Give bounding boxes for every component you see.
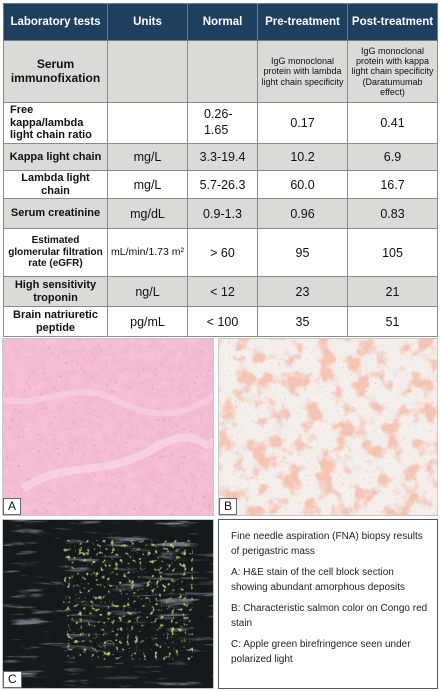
row-units: mg/dL xyxy=(107,198,188,230)
row-test-name: Kappa light chain xyxy=(3,142,108,171)
row-normal: 0.26-1.65 xyxy=(187,102,258,144)
table-header-row: Laboratory tests Units Normal Pre-treatm… xyxy=(3,3,438,41)
polarized-light-image xyxy=(3,520,213,688)
header-units: Units xyxy=(107,3,188,41)
polarized-light-micrograph: C xyxy=(2,519,214,689)
panel-label-b: B xyxy=(219,498,238,515)
row-test-name: Free kappa/lambda light chain ratio xyxy=(3,102,108,144)
congo-red-micrograph: B xyxy=(218,338,438,516)
row-pre-treatment: 95 xyxy=(257,228,348,278)
row-post-treatment: 105 xyxy=(347,228,438,278)
panel-label-a: A xyxy=(3,498,22,515)
table-row: Estimated glomerular filtration rate (eG… xyxy=(3,228,438,278)
table-row: Free kappa/lambda light chain ratio 0.26… xyxy=(3,102,438,144)
caption-item-c: C: Apple green birefringence seen under … xyxy=(231,639,411,665)
caption-title: Fine needle aspiration (FNA) biopsy resu… xyxy=(231,531,423,557)
table-row: High sensitivity troponin ng/L < 12 23 2… xyxy=(3,276,438,308)
he-stain-micrograph: A xyxy=(2,338,214,516)
table-row: Lambda light chain mg/L 5.7-26.3 60.0 16… xyxy=(3,169,438,200)
header-normal: Normal xyxy=(187,3,258,41)
row-post-treatment: 21 xyxy=(347,276,438,308)
row-units xyxy=(107,102,188,144)
he-stain-image xyxy=(3,339,213,515)
row-units: pg/mL xyxy=(107,306,188,338)
row-pre-treatment: 10.2 xyxy=(257,142,348,171)
row-post-treatment: 6.9 xyxy=(347,142,438,171)
row-units: mg/L xyxy=(107,169,188,200)
row-post-treatment: 16.7 xyxy=(347,169,438,200)
row-pre-treatment: 0.17 xyxy=(257,102,348,144)
table-row: Serum immunofixation IgG monoclonal prot… xyxy=(3,40,438,103)
row-test-name: Brain natriuretic peptide xyxy=(3,306,108,338)
row-post-treatment: IgG monoclonal protein with kappa light … xyxy=(347,40,438,103)
row-normal: < 100 xyxy=(187,306,258,338)
header-lab-tests: Laboratory tests xyxy=(3,3,108,41)
row-post-treatment: 51 xyxy=(347,306,438,338)
panel-label-c: C xyxy=(3,671,22,688)
lab-results-table: Laboratory tests Units Normal Pre-treatm… xyxy=(3,3,438,338)
row-normal: 5.7-26.3 xyxy=(187,169,258,200)
figure-caption: Fine needle aspiration (FNA) biopsy resu… xyxy=(218,519,438,689)
row-test-name: Serum immunofixation xyxy=(3,40,108,103)
row-post-treatment: 0.83 xyxy=(347,198,438,230)
congo-red-image xyxy=(219,339,437,515)
row-normal: 0.9-1.3 xyxy=(187,198,258,230)
table-row: Serum creatinine mg/dL 0.9-1.3 0.96 0.83 xyxy=(3,198,438,230)
row-normal: 3.3-19.4 xyxy=(187,142,258,171)
caption-item-a: A: H&E stain of the cell block section s… xyxy=(231,567,406,593)
row-units: mg/L xyxy=(107,142,188,171)
caption-item-b: B: Characteristic salmon color on Congo … xyxy=(231,603,428,629)
row-test-name: Lambda light chain xyxy=(3,169,108,200)
row-test-name: Estimated glomerular filtration rate (eG… xyxy=(3,228,108,278)
row-normal: > 60 xyxy=(187,228,258,278)
row-test-name: Serum creatinine xyxy=(3,198,108,230)
table-row: Kappa light chain mg/L 3.3-19.4 10.2 6.9 xyxy=(3,142,438,171)
row-normal: < 12 xyxy=(187,276,258,308)
row-units: ng/L xyxy=(107,276,188,308)
table-row: Brain natriuretic peptide pg/mL < 100 35… xyxy=(3,306,438,338)
row-pre-treatment: 23 xyxy=(257,276,348,308)
row-units: mL/min/1.73 m² xyxy=(107,228,188,278)
row-pre-treatment: 60.0 xyxy=(257,169,348,200)
row-post-treatment: 0.41 xyxy=(347,102,438,144)
row-pre-treatment: IgG monoclonal protein with lambda light… xyxy=(257,40,348,103)
row-pre-treatment: 35 xyxy=(257,306,348,338)
row-pre-treatment: 0.96 xyxy=(257,198,348,230)
row-test-name: High sensitivity troponin xyxy=(3,276,108,308)
header-post-treatment: Post-treatment xyxy=(347,3,438,41)
row-units xyxy=(107,40,188,103)
header-pre-treatment: Pre-treatment xyxy=(257,3,348,41)
row-normal xyxy=(187,40,258,103)
